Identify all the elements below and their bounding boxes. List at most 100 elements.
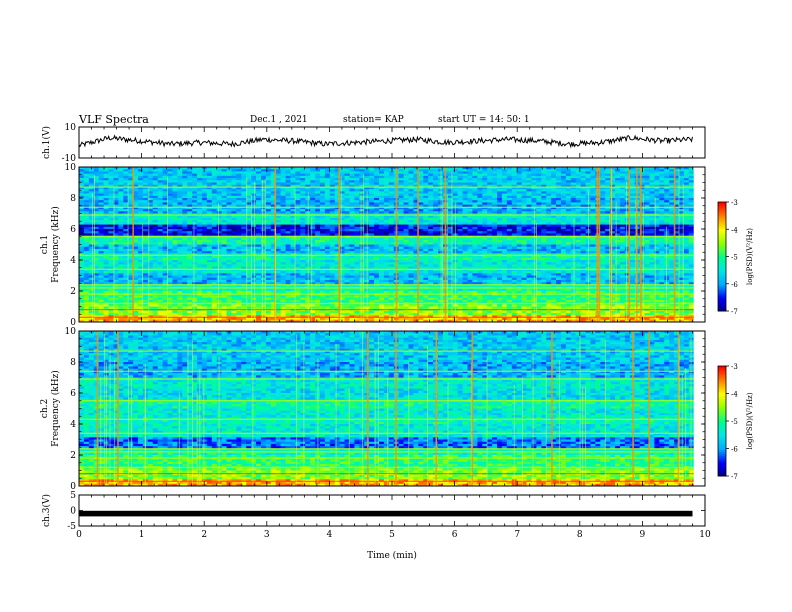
spectrogram-cell (408, 215, 414, 219)
spectrogram-cell (482, 182, 488, 186)
spectrogram-cell (398, 209, 404, 212)
spectrogram-cell (103, 226, 109, 230)
spectrogram-cell (560, 240, 567, 243)
spectrogram-cell (182, 215, 188, 219)
spectrogram-cell (531, 184, 537, 188)
spectrogram-cell (118, 211, 124, 214)
spectrogram-cell (433, 182, 439, 186)
spectrogram-cell (108, 175, 114, 179)
spectrogram-cell (236, 220, 242, 223)
spectrogram-cell (211, 178, 218, 181)
spectrogram-cell (197, 231, 203, 234)
spectrogram-cell (295, 209, 301, 212)
spectrogram-cell (605, 200, 611, 203)
spectrogram-cell (492, 220, 498, 223)
spectrogram-cell (192, 182, 198, 186)
spectrogram-cell (408, 206, 414, 210)
spectrogram-cell (138, 202, 144, 206)
spectrogram-cell (541, 222, 547, 225)
spectrogram-cell (674, 198, 680, 201)
spectrogram-cell (138, 169, 144, 172)
spectrogram-cell (88, 184, 95, 188)
spectrogram-cell (162, 198, 168, 201)
spectrogram-cell (560, 198, 567, 201)
spectrogram-cell (570, 171, 577, 175)
spectrogram-cell (246, 211, 252, 214)
spectrogram-cell (600, 215, 606, 219)
spectrogram-cell (678, 200, 685, 203)
spectrogram-cell (570, 193, 577, 197)
spectrogram-cell (590, 189, 596, 192)
spectrogram-cell (487, 231, 493, 234)
spectrogram-cell (349, 211, 355, 214)
spectrogram-cell (359, 178, 365, 181)
spectrogram-cell (260, 184, 267, 188)
spectrogram-cell (580, 198, 586, 201)
spectrogram-cell (654, 171, 660, 175)
spectrogram-cell (457, 171, 463, 175)
spectrogram-cell (113, 193, 119, 197)
spectrogram-cell (182, 182, 188, 186)
spectrogram-cell (275, 229, 282, 232)
spectrogram-cell (275, 184, 282, 188)
spectrogram-cell (128, 171, 134, 175)
spectrogram-cell (260, 220, 267, 223)
spectrogram-cell (364, 171, 370, 175)
spectrogram-cell (79, 182, 85, 186)
spectrogram-cell (413, 189, 419, 192)
spectrogram-cell (201, 171, 208, 175)
spectrogram-cell (369, 198, 375, 201)
spectrogram-cell (226, 211, 232, 214)
spectrogram-cell (374, 202, 380, 206)
spectrogram-cell (118, 193, 124, 197)
spectrogram-cell (182, 200, 188, 203)
spectrogram-cell (93, 202, 100, 206)
spectrogram-cell (221, 222, 227, 225)
spectrogram-cell (192, 217, 198, 221)
spectrogram-cell (575, 167, 582, 170)
spectrogram-cell (206, 182, 213, 186)
spectrogram-cell (295, 189, 301, 192)
spectrogram-cell (511, 204, 518, 208)
spectrogram-cell (659, 209, 665, 212)
spectrogram-cell (103, 169, 109, 172)
spectrogram-cell (93, 211, 100, 214)
spectrogram-cell (177, 175, 183, 179)
spectrogram-cell (192, 202, 198, 206)
spectrogram-cell (560, 204, 567, 208)
spectrogram-cell (624, 209, 631, 212)
spectrogram-cell (226, 200, 232, 203)
spectrogram-cell (428, 251, 434, 254)
spectrogram-cell (241, 186, 247, 190)
spectrogram-cell (501, 226, 508, 230)
spectrogram-cell (452, 180, 459, 183)
spectrogram-cell (147, 204, 154, 208)
spectrogram-cell (457, 191, 463, 194)
spectrogram-cell (511, 171, 518, 175)
spectrogram-cell (664, 186, 670, 190)
spectrogram-cell (103, 251, 109, 254)
spectrogram-cell (556, 171, 562, 175)
spectrogram-cell (251, 169, 257, 172)
spectrogram-cell (88, 251, 95, 254)
spectrogram-cell (270, 178, 277, 181)
spectrogram-cell (541, 240, 547, 243)
spectrogram-cell (492, 198, 498, 201)
spectrogram-cell (428, 198, 434, 201)
spectrogram-cell (388, 184, 395, 188)
spectrogram-cell (275, 209, 282, 212)
spectrogram-cell (398, 167, 404, 170)
spectrogram-cell (256, 195, 262, 199)
spectrogram-cell (683, 178, 690, 181)
spectrogram-cell (418, 229, 424, 232)
spectrogram-cell (615, 209, 621, 212)
spectrogram-cell (133, 173, 139, 177)
spectrogram-cell (108, 184, 114, 188)
spectrogram-cell (580, 224, 586, 228)
spectrogram-cell (182, 202, 188, 206)
spectrogram-cell (162, 206, 168, 210)
spectrogram-cell (128, 195, 134, 199)
spectrogram-cell (192, 220, 198, 223)
spectrogram-cell (187, 200, 193, 203)
